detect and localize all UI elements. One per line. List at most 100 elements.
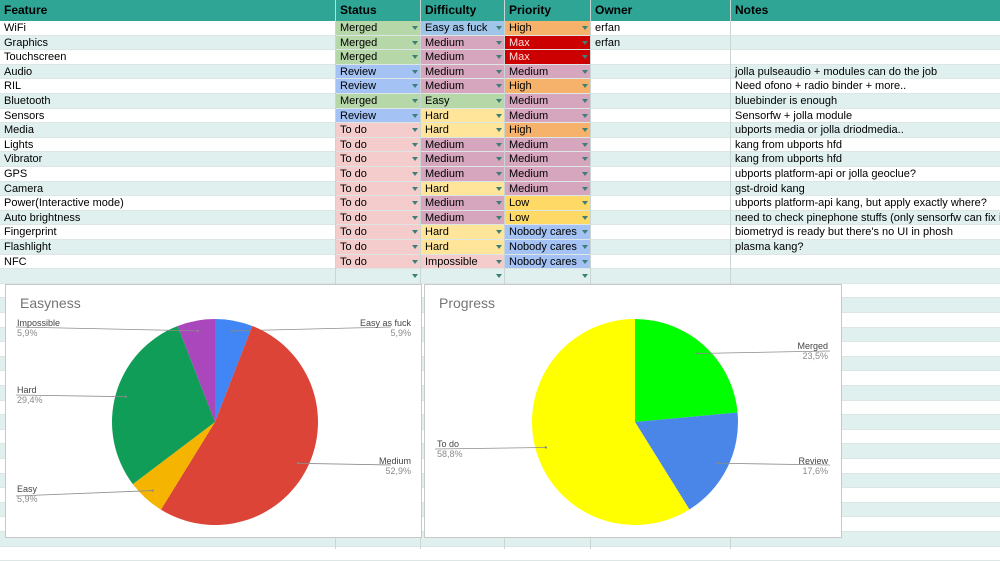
dropdown-arrow-icon[interactable] xyxy=(582,245,588,249)
dropdown-arrow-icon[interactable] xyxy=(496,99,502,103)
cell-status[interactable]: To do xyxy=(336,240,421,254)
cell-owner[interactable] xyxy=(591,167,731,181)
cell-status[interactable]: Review xyxy=(336,64,421,79)
header-feature[interactable]: Feature xyxy=(4,3,48,17)
dropdown-arrow-icon[interactable] xyxy=(412,40,418,45)
dropdown-arrow-icon[interactable] xyxy=(582,201,588,206)
cell-priority[interactable]: Nobody cares xyxy=(505,225,591,239)
cell-priority[interactable]: High xyxy=(505,79,591,93)
dropdown-arrow-icon[interactable] xyxy=(496,157,502,162)
dropdown-arrow-icon[interactable] xyxy=(412,201,418,206)
cell-feature[interactable]: GPS xyxy=(4,168,28,180)
pie-slice-easy[interactable] xyxy=(132,422,215,510)
cell-difficulty[interactable]: Easy as fuck xyxy=(421,21,505,35)
cell-difficulty[interactable]: Hard xyxy=(421,123,505,137)
cell-notes[interactable]: Sensorfw + jolla module xyxy=(735,109,853,122)
cell-priority[interactable]: Low xyxy=(505,196,591,210)
cell-status[interactable]: Merged xyxy=(336,50,421,64)
dropdown-arrow-icon[interactable] xyxy=(582,55,588,60)
cell-priority[interactable]: Medium xyxy=(505,152,591,166)
cell-status[interactable]: Merged xyxy=(336,35,421,50)
pie-slice-medium[interactable] xyxy=(160,325,319,525)
dropdown-arrow-icon[interactable] xyxy=(582,186,588,191)
dropdown-arrow-icon[interactable] xyxy=(582,69,588,74)
dropdown-arrow-icon[interactable] xyxy=(412,230,418,235)
cell-feature[interactable]: Camera xyxy=(4,182,44,195)
cell-notes[interactable]: need to check pinephone stuffs (only sen… xyxy=(735,211,1000,224)
cell-status[interactable]: To do xyxy=(336,225,421,239)
cell-notes[interactable]: biometryd is ready but there's no UI in … xyxy=(735,226,953,239)
dropdown-arrow-icon[interactable] xyxy=(582,84,588,89)
cell-feature[interactable]: Bluetooth xyxy=(4,95,51,107)
cell-feature[interactable]: RIL xyxy=(4,80,22,93)
cell-notes[interactable]: ubports media or jolla driodmedia.. xyxy=(735,124,904,137)
cell-status[interactable]: Review xyxy=(336,108,421,123)
dropdown-arrow-icon[interactable] xyxy=(412,99,418,103)
cell-owner[interactable] xyxy=(591,211,731,225)
dropdown-arrow-icon[interactable] xyxy=(412,157,418,162)
dropdown-arrow-icon[interactable] xyxy=(496,40,502,45)
cell-notes[interactable]: gst-droid kang xyxy=(735,182,805,195)
cell-status[interactable]: Merged xyxy=(336,94,421,108)
dropdown-arrow-icon[interactable] xyxy=(412,215,418,220)
cell-notes[interactable] xyxy=(731,50,1000,64)
easyness-chart[interactable]: Easyness Easy as fuck 5,9% Medium 52,9% Easy… xyxy=(5,284,422,538)
dropdown-arrow-icon[interactable] xyxy=(412,26,418,30)
cell-difficulty[interactable]: Easy xyxy=(421,94,505,108)
cell-priority[interactable]: Medium xyxy=(505,108,591,123)
cell-owner[interactable] xyxy=(591,138,731,152)
cell-feature[interactable]: Power(Interactive mode) xyxy=(4,197,124,210)
dropdown-arrow-icon[interactable] xyxy=(412,274,418,279)
cell-priority[interactable] xyxy=(505,269,591,283)
dropdown-arrow-icon[interactable] xyxy=(582,26,588,30)
pie-slice-easy-as-fuck[interactable] xyxy=(215,319,253,422)
cell-status[interactable]: To do xyxy=(336,210,421,225)
cell-priority[interactable]: High xyxy=(505,123,591,137)
cell-owner[interactable]: erfan xyxy=(595,36,621,49)
cell-owner[interactable] xyxy=(591,94,731,108)
cell-status[interactable]: To do xyxy=(336,196,421,210)
cell-status[interactable]: To do xyxy=(336,137,421,152)
cell-feature[interactable]: Audio xyxy=(4,65,33,78)
dropdown-arrow-icon[interactable] xyxy=(412,128,418,133)
cell-notes[interactable]: ubports platform-api kang, but apply exa… xyxy=(735,197,987,210)
cell-priority[interactable]: Medium xyxy=(505,181,591,196)
dropdown-arrow-icon[interactable] xyxy=(412,245,418,249)
cell-difficulty[interactable]: Hard xyxy=(421,108,505,123)
cell-difficulty[interactable] xyxy=(421,269,505,283)
pie-slice-merged[interactable] xyxy=(635,319,738,422)
cell-notes[interactable]: jolla pulseaudio + modules can do the jo… xyxy=(735,65,938,78)
cell-notes[interactable]: bluebinder is enough xyxy=(735,95,838,107)
cell-notes[interactable] xyxy=(731,269,1000,283)
header-status[interactable]: Status xyxy=(340,3,377,17)
cell-feature[interactable]: Lights xyxy=(4,138,34,151)
progress-chart[interactable]: Progress Merged 23,5% Review 17,6% To do 58,8… xyxy=(424,284,842,538)
cell-priority[interactable]: Medium xyxy=(505,167,591,181)
header-owner[interactable]: Owner xyxy=(595,3,633,17)
dropdown-arrow-icon[interactable] xyxy=(582,230,588,235)
dropdown-arrow-icon[interactable] xyxy=(496,245,502,249)
dropdown-arrow-icon[interactable] xyxy=(496,230,502,235)
cell-feature[interactable]: Vibrator xyxy=(4,153,43,166)
dropdown-arrow-icon[interactable] xyxy=(412,69,418,74)
cell-owner[interactable] xyxy=(591,50,731,64)
header-difficulty[interactable]: Difficulty xyxy=(425,3,477,17)
dropdown-arrow-icon[interactable] xyxy=(496,201,502,206)
cell-owner[interactable] xyxy=(591,225,731,239)
dropdown-arrow-icon[interactable] xyxy=(496,215,502,220)
cell-notes[interactable] xyxy=(731,255,1000,269)
dropdown-arrow-icon[interactable] xyxy=(582,274,588,279)
cell-feature[interactable]: WiFi xyxy=(4,22,26,34)
cell-notes[interactable]: ubports platform-api or jolla geoclue? xyxy=(735,168,916,180)
dropdown-arrow-icon[interactable] xyxy=(496,186,502,191)
cell-notes[interactable] xyxy=(731,36,1000,50)
cell-notes[interactable]: kang from ubports hfd xyxy=(735,153,843,166)
pie-slice-impossible[interactable] xyxy=(177,319,215,422)
dropdown-arrow-icon[interactable] xyxy=(582,113,588,118)
dropdown-arrow-icon[interactable] xyxy=(582,259,588,264)
pie-slice-review[interactable] xyxy=(635,412,738,510)
dropdown-arrow-icon[interactable] xyxy=(412,172,418,176)
cell-difficulty[interactable]: Medium xyxy=(421,50,505,64)
dropdown-arrow-icon[interactable] xyxy=(412,142,418,147)
cell-owner[interactable] xyxy=(591,269,731,283)
